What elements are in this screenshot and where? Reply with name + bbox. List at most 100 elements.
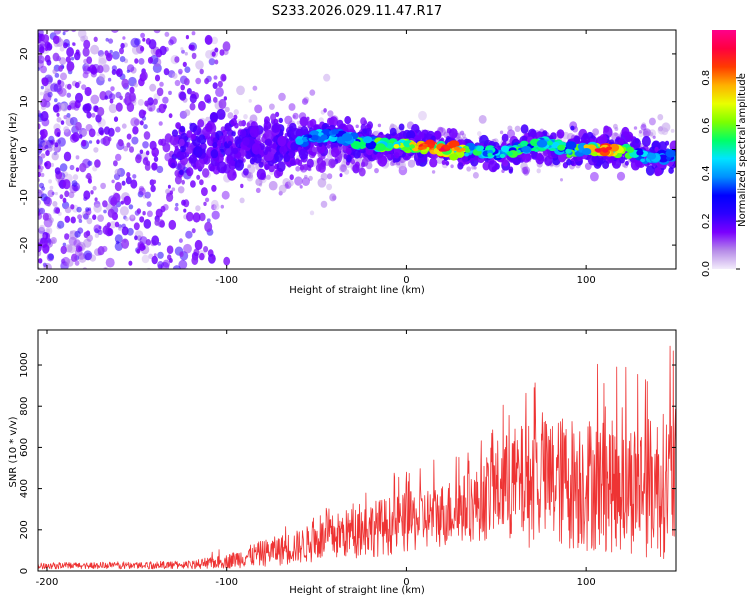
spectrogram-cell: [292, 114, 296, 119]
spectrogram-cell: [133, 82, 138, 88]
spectrogram-cell: [156, 165, 164, 174]
spectrogram-cell: [211, 210, 220, 220]
spectrogram-cell: [55, 207, 60, 214]
spectrogram-cell: [52, 201, 58, 207]
spectrogram-x-tick-label: 0: [403, 275, 409, 286]
spectrogram-peak: [427, 144, 434, 148]
spectrogram-cell: [159, 81, 164, 87]
spectrogram-cell: [62, 242, 67, 247]
spectrogram-cell: [645, 165, 655, 176]
spectrogram-cell: [67, 105, 72, 111]
spectrogram-cell: [109, 221, 117, 229]
spectrogram-cell: [136, 208, 142, 214]
spectrogram-cell: [233, 109, 239, 116]
spectrogram-cell: [143, 124, 148, 130]
spectrogram-cell: [477, 131, 482, 137]
spectrogram-cell: [360, 161, 366, 168]
spectrogram-cell: [574, 135, 581, 144]
spectrogram-peak: [602, 149, 609, 153]
spectrogram-cell: [126, 172, 131, 178]
spectrogram-cell: [81, 129, 88, 136]
colorbar-gradient: [712, 30, 736, 269]
spectrogram-cell: [646, 152, 657, 160]
spectrogram-cell: [40, 128, 48, 139]
spectrogram-cell: [654, 167, 662, 177]
spectrogram-cell: [38, 123, 41, 130]
spectrogram-y-tick-label: 20: [19, 48, 30, 61]
spectrogram-cell: [266, 174, 271, 180]
spectrogram-cell: [97, 214, 104, 222]
spectrogram-cell: [222, 41, 231, 52]
spectrogram-cell: [60, 120, 65, 125]
spectrogram-cell: [230, 118, 237, 127]
spectrogram-cell: [126, 69, 130, 74]
spectrogram-cell: [103, 209, 107, 214]
spectrogram-cell: [191, 256, 199, 265]
spectrogram-cell: [39, 91, 44, 96]
spectrogram-cell: [77, 227, 84, 234]
spectrogram-cell: [83, 39, 91, 50]
spectrogram-cell: [205, 50, 214, 59]
colorbar-ticks: 0.0 0.2 0.4 0.6 0.8: [701, 70, 740, 277]
spectrogram-cell: [535, 153, 545, 165]
spectrogram-cell: [72, 132, 80, 142]
spectrogram-cell: [126, 142, 131, 148]
spectrogram-cell: [478, 115, 487, 124]
spectrogram-cell: [38, 171, 41, 178]
spectrogram-cell: [139, 243, 146, 252]
spectrogram-cell: [108, 38, 114, 44]
spectrogram-cell: [211, 184, 217, 192]
snr-x-label: Height of straight line (km): [289, 585, 425, 596]
spectrogram-cell: [156, 87, 164, 97]
spectrogram-cell: [204, 34, 213, 45]
spectrogram-cell: [191, 228, 196, 234]
spectrogram-cell: [404, 154, 409, 160]
spectrogram-cell: [471, 165, 475, 170]
spectrogram-cell: [179, 169, 184, 176]
spectrogram-cell: [140, 46, 145, 52]
spectrogram-cell: [178, 259, 188, 269]
spectrogram-y-ticks: -20 -10 0 10 20: [19, 48, 676, 253]
spectrogram-cell: [40, 98, 48, 108]
spectrogram-cell: [114, 181, 122, 192]
spectrogram-y-tick-label: -10: [19, 189, 30, 205]
spectrogram-cell: [323, 73, 331, 82]
spectrogram-cell: [472, 172, 479, 179]
spectrogram-cell: [172, 72, 178, 79]
spectrogram-cell: [195, 159, 205, 170]
spectrogram-cell: [204, 122, 213, 132]
spectrogram-cell: [178, 138, 185, 147]
spectrogram-cell: [154, 74, 161, 82]
spectrogram-cell: [63, 151, 72, 162]
spectrogram-cell: [102, 200, 108, 208]
spectrogram-cell: [278, 184, 287, 194]
spectrogram-cell: [219, 49, 225, 56]
spectrogram-cell: [341, 133, 353, 142]
spectrogram-cell: [126, 102, 135, 113]
spectrogram-cell: [654, 146, 659, 153]
spectrogram-cell: [54, 191, 58, 196]
spectrogram-cell: [109, 98, 114, 104]
spectrogram-cell: [90, 190, 94, 195]
spectrogram-cell: [93, 147, 99, 153]
spectrogram-cell: [119, 47, 124, 55]
spectrogram-cell: [387, 153, 392, 159]
spectrogram-cell: [53, 30, 62, 35]
spectrogram-cell: [258, 161, 264, 168]
spectrogram-cell: [52, 52, 60, 62]
spectrogram-cell: [284, 115, 293, 125]
spectrogram-cell: [239, 197, 245, 204]
spectrogram-cell: [208, 58, 216, 66]
spectrogram-peak: [454, 146, 461, 151]
spectrogram-cell: [175, 202, 179, 207]
spectrogram-cell: [556, 129, 565, 139]
spectrogram-cell: [344, 169, 350, 175]
spectrogram-cell: [236, 85, 245, 96]
spectrogram-cell: [194, 239, 203, 251]
spectrogram-cell: [460, 130, 465, 136]
spectrogram-cell: [114, 168, 122, 176]
spectrogram-x-ticks: -200 -100 0 100: [36, 30, 596, 286]
spectrogram-cell: [184, 268, 190, 269]
spectrogram-cell: [191, 52, 197, 60]
spectrogram-cell: [72, 42, 76, 47]
